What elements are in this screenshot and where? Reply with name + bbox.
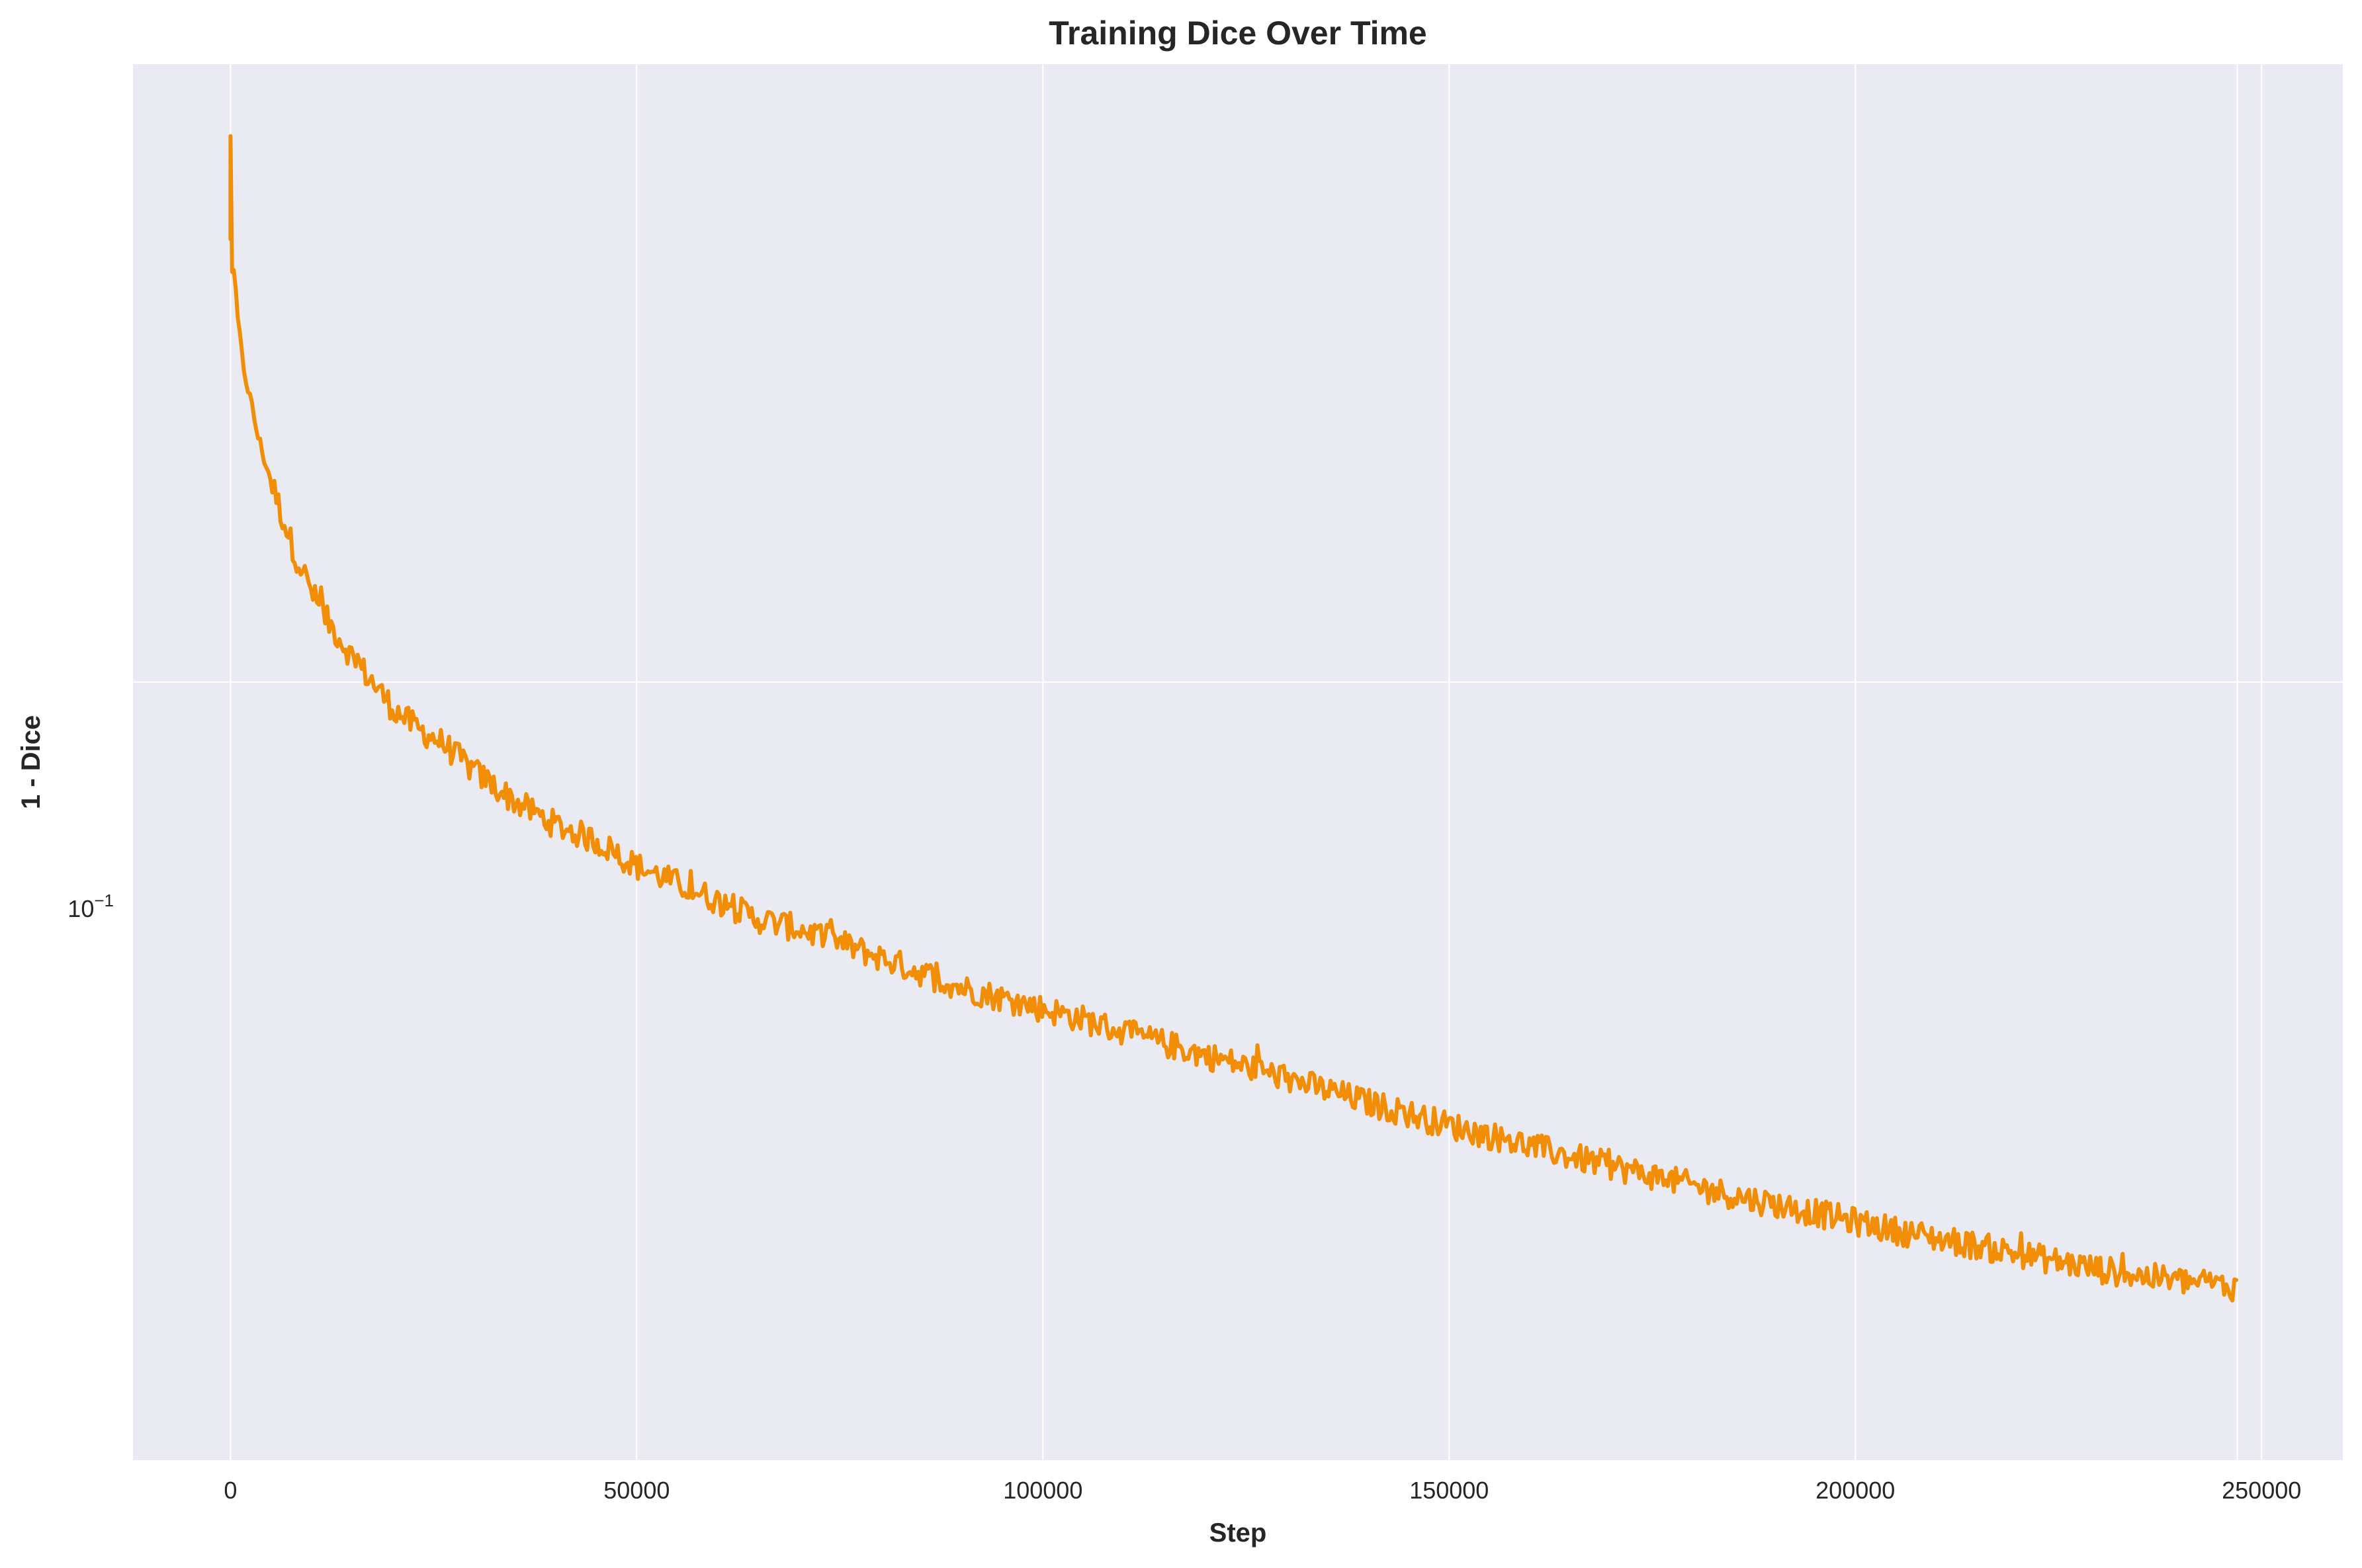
gridlines bbox=[133, 64, 2343, 1460]
x-tick-label: 200000 bbox=[1815, 1477, 1895, 1504]
series-line bbox=[228, 134, 2239, 1303]
x-axis-ticks: 0 50000 100000 150000 200000 250000 bbox=[224, 1477, 2301, 1504]
x-axis-label: Step bbox=[1209, 1518, 1267, 1547]
y-axis-label: 1 - Dice bbox=[17, 715, 46, 809]
x-tick-label: 250000 bbox=[2222, 1477, 2301, 1504]
x-tick-label: 50000 bbox=[603, 1477, 670, 1504]
x-tick-label: 0 bbox=[224, 1477, 237, 1504]
y-axis-ticks: 10−1 bbox=[67, 891, 114, 922]
x-tick-label: 150000 bbox=[1409, 1477, 1489, 1504]
x-tick-label: 100000 bbox=[1003, 1477, 1082, 1504]
plot-area bbox=[133, 64, 2343, 1460]
y-tick-label: 10−1 bbox=[67, 891, 114, 922]
chart-title: Training Dice Over Time bbox=[1049, 15, 1427, 52]
